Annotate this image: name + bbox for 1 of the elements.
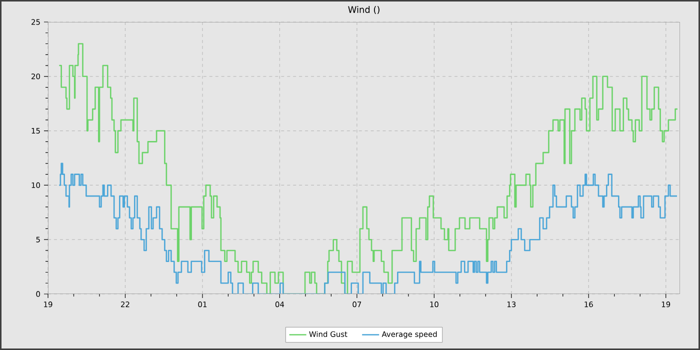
chart-title: Wind () [348,6,380,14]
